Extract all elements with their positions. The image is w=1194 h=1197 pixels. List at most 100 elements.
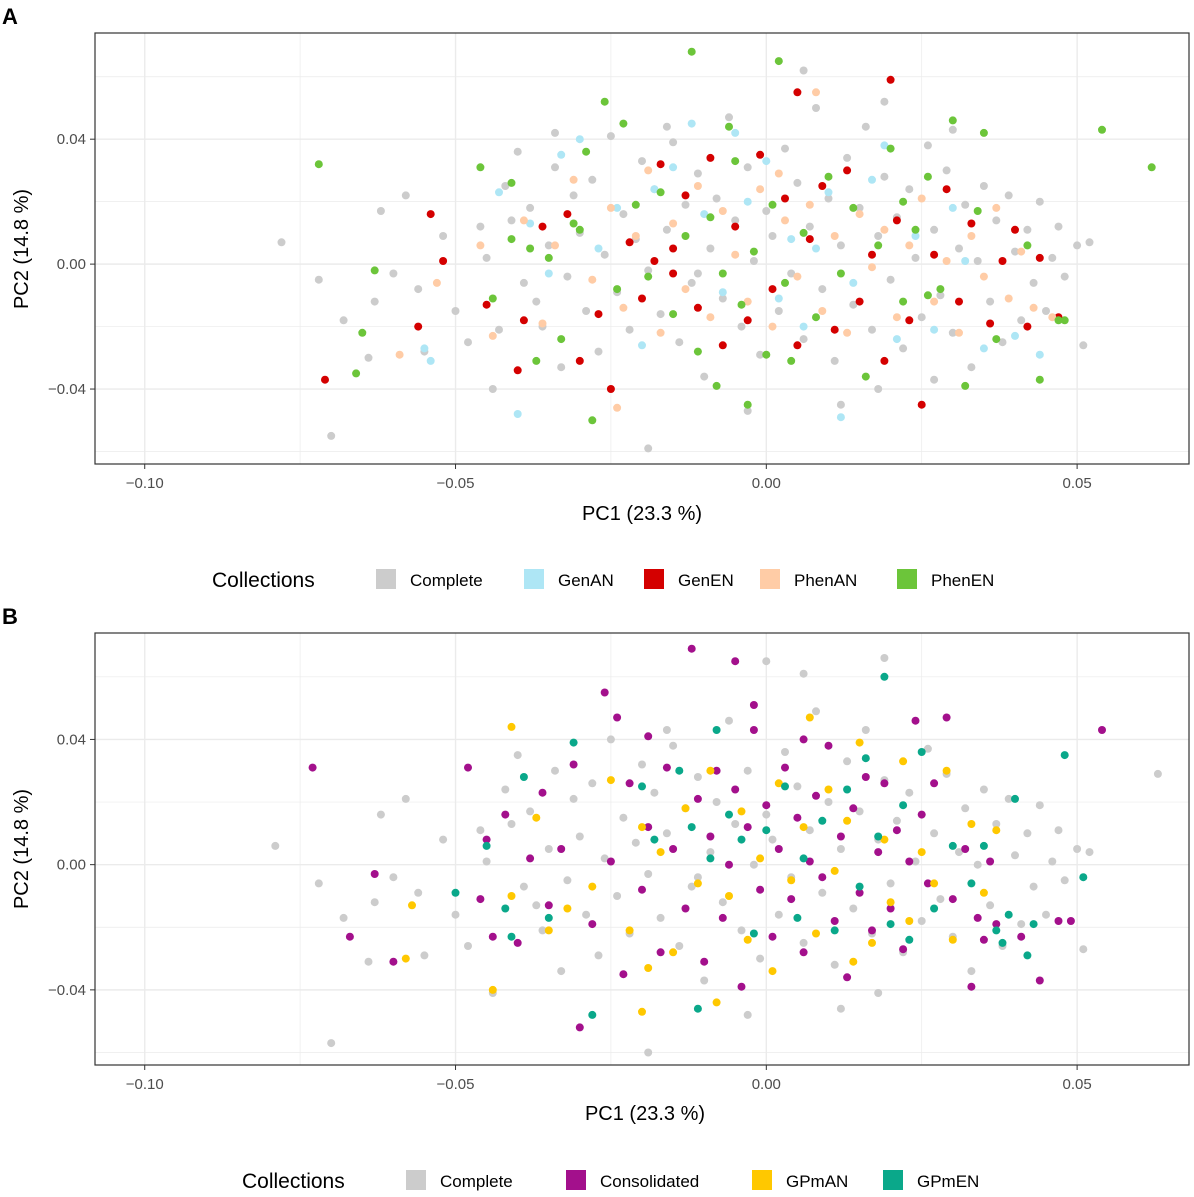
- legend-key-genen: [644, 569, 664, 589]
- point-phenan: [812, 88, 820, 97]
- point-phenen: [352, 369, 361, 378]
- point-phenan: [855, 210, 864, 219]
- point-gpman: [899, 757, 908, 766]
- point-gpmen: [687, 823, 696, 832]
- point-complete: [606, 132, 615, 141]
- point-gpman: [967, 820, 976, 828]
- point-genan: [930, 325, 939, 334]
- point-consolidated: [575, 1023, 584, 1032]
- panel-a-legend: Collections Complete GenAN GenEN PhenAN Phen…: [212, 569, 994, 592]
- point-complete: [314, 275, 323, 284]
- point-genan: [731, 128, 740, 137]
- point-complete: [700, 372, 709, 381]
- point-consolidated: [799, 948, 808, 957]
- point-gpman: [979, 888, 988, 897]
- point-complete: [756, 954, 765, 963]
- point-complete: [1011, 851, 1019, 860]
- panel-b-plot-background: [95, 633, 1189, 1065]
- point-phenan: [395, 350, 404, 359]
- point-complete: [693, 169, 702, 178]
- point-phenen: [575, 225, 584, 234]
- point-complete: [886, 275, 895, 284]
- point-phenen: [743, 400, 752, 409]
- point-complete: [849, 300, 858, 309]
- panel-a-plot-background: [95, 33, 1189, 464]
- point-consolidated: [476, 895, 485, 904]
- point-complete: [936, 895, 945, 904]
- point-complete: [662, 225, 671, 234]
- point-complete: [1048, 857, 1057, 866]
- point-phenen: [1023, 241, 1032, 250]
- point-complete: [948, 328, 957, 337]
- point-consolidated: [638, 885, 646, 894]
- point-gpmen: [818, 816, 827, 825]
- point-complete: [799, 335, 808, 344]
- point-gpman: [805, 713, 814, 722]
- point-genen: [575, 356, 584, 365]
- point-phenen: [992, 335, 1001, 344]
- legend-label-gpman: GPmAN: [786, 1172, 848, 1191]
- point-gpmen: [781, 782, 789, 791]
- point-phenen: [1035, 375, 1044, 384]
- point-phenan: [868, 263, 876, 272]
- point-gpman: [725, 892, 733, 900]
- point-consolidated: [488, 932, 497, 941]
- point-genan: [687, 119, 696, 128]
- point-complete: [600, 854, 609, 863]
- point-complete: [843, 757, 852, 766]
- point-complete: [880, 97, 889, 106]
- point-complete: [874, 232, 883, 240]
- series-phenen: [314, 47, 1156, 425]
- point-complete: [706, 848, 715, 857]
- point-gpmen: [886, 920, 895, 929]
- point-genan: [650, 185, 659, 194]
- point-genen: [793, 341, 802, 350]
- point-gpmen: [998, 938, 1007, 947]
- point-complete: [693, 269, 702, 278]
- point-complete: [1079, 341, 1088, 350]
- point-complete: [693, 873, 702, 882]
- point-genen: [743, 316, 752, 325]
- point-phenan: [1029, 303, 1038, 312]
- point-genen: [538, 222, 547, 231]
- point-complete: [625, 325, 634, 334]
- point-consolidated: [880, 779, 889, 788]
- point-gpman: [843, 816, 852, 825]
- point-complete: [687, 882, 696, 891]
- point-complete: [389, 873, 398, 882]
- point-consolidated: [749, 701, 758, 709]
- panel-a-legend-title: Collections: [212, 569, 315, 592]
- point-phenen: [799, 228, 808, 237]
- x-tick-label: 0.05: [1063, 1076, 1092, 1093]
- point-complete: [582, 307, 591, 315]
- point-consolidated: [923, 879, 932, 888]
- point-complete: [1023, 225, 1032, 234]
- point-phenen: [1060, 316, 1069, 325]
- y-tick-label: −0.04: [48, 381, 86, 398]
- point-complete: [271, 841, 280, 850]
- point-consolidated: [681, 904, 690, 913]
- point-gpmen: [899, 801, 908, 810]
- point-genen: [1035, 253, 1044, 262]
- point-complete: [544, 241, 553, 250]
- point-complete: [874, 385, 883, 393]
- point-gpmen: [519, 773, 528, 781]
- point-complete: [675, 942, 684, 950]
- point-consolidated: [737, 982, 746, 991]
- point-phenan: [588, 275, 597, 284]
- point-complete: [799, 669, 808, 678]
- point-complete: [476, 826, 485, 835]
- point-gpman: [507, 892, 516, 900]
- point-complete: [513, 751, 522, 760]
- point-complete: [942, 166, 951, 175]
- point-complete: [1153, 769, 1162, 778]
- point-gpman: [799, 823, 808, 832]
- point-complete: [339, 913, 348, 922]
- point-gpman: [606, 776, 615, 785]
- point-complete: [923, 744, 932, 753]
- point-complete: [979, 785, 988, 794]
- point-gpmen: [1029, 920, 1038, 929]
- point-genen: [513, 366, 522, 375]
- point-consolidated: [843, 973, 852, 982]
- point-complete: [600, 250, 609, 259]
